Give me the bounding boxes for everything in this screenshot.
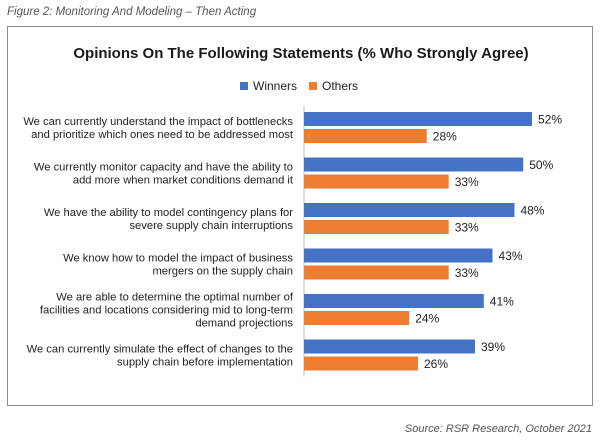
bar-others-3: [304, 220, 449, 234]
category-label-4: We know how to model the impact of busin…: [63, 253, 293, 278]
data-label-winners-5: 41%: [490, 295, 514, 309]
bar-winners-5: [304, 294, 484, 308]
category-label-line: add more when market conditions demand i…: [73, 175, 294, 187]
data-label-others-5: 24%: [415, 312, 439, 326]
data-label-others-1: 28%: [433, 130, 457, 144]
bar-others-5: [304, 311, 410, 325]
bar-winners-1: [304, 112, 532, 126]
category-label-5: We are able to determine the optimal num…: [40, 292, 294, 330]
category-label-line: We have the ability to model contingency…: [44, 207, 293, 219]
category-label-1: We can currently understand the impact o…: [23, 116, 294, 141]
legend-item-winners: Winners: [240, 79, 297, 93]
category-label-line: severe supply chain interruptions: [129, 220, 293, 232]
legend-swatch-winners: [240, 82, 248, 90]
category-label-line: supply chain before implementation: [117, 357, 293, 369]
category-label-line: mergers on the supply chain: [152, 266, 293, 278]
category-label-line: We are able to determine the optimal num…: [56, 292, 294, 304]
category-label-line: We can currently understand the impact o…: [23, 116, 293, 128]
category-label-line: facilities and locations considering mid…: [40, 305, 293, 317]
bar-winners-4: [304, 248, 493, 263]
bar-winners-2: [304, 157, 524, 172]
data-label-others-2: 33%: [455, 175, 479, 189]
legend-swatch-others: [309, 82, 318, 90]
category-label-3: We have the ability to model contingency…: [44, 207, 294, 232]
data-label-winners-6: 39%: [481, 340, 505, 354]
bar-winners-3: [304, 203, 515, 217]
data-label-others-6: 26%: [424, 357, 448, 371]
data-label-winners-1: 52%: [538, 113, 562, 127]
source-note: Source: RSR Research, October 2021: [404, 423, 592, 435]
category-label-line: and prioritize which ones need to be add…: [31, 129, 294, 141]
data-label-others-4: 33%: [455, 266, 479, 280]
category-label-6: We can currently simulate the effect of …: [27, 344, 293, 369]
bar-others-4: [304, 265, 449, 280]
category-label-2: We currently monitor capacity and have t…: [34, 162, 294, 187]
figure-caption: Figure 2: Monitoring And Modeling – Then…: [7, 6, 257, 18]
bar-others-6: [304, 356, 418, 371]
data-label-winners-4: 43%: [499, 249, 523, 263]
legend-item-others: Others: [309, 79, 358, 93]
bar-others-1: [304, 129, 427, 143]
legend-label-winners: Winners: [253, 79, 298, 93]
category-label-line: We know how to model the impact of busin…: [63, 253, 293, 265]
chart-legend: Winners Others: [240, 79, 370, 93]
legend-label-others: Others: [322, 79, 359, 93]
bar-winners-6: [304, 339, 475, 354]
chart-title: Opinions On The Following Statements (% …: [73, 45, 529, 62]
category-label-line: We currently monitor capacity and have t…: [34, 162, 293, 174]
category-label-line: We can currently simulate the effect of …: [27, 344, 293, 356]
data-label-others-3: 33%: [455, 221, 479, 235]
category-label-line: demand projections: [195, 318, 293, 330]
data-label-winners-3: 48%: [520, 204, 544, 218]
data-label-winners-2: 50%: [529, 158, 553, 172]
bar-others-2: [304, 174, 449, 189]
